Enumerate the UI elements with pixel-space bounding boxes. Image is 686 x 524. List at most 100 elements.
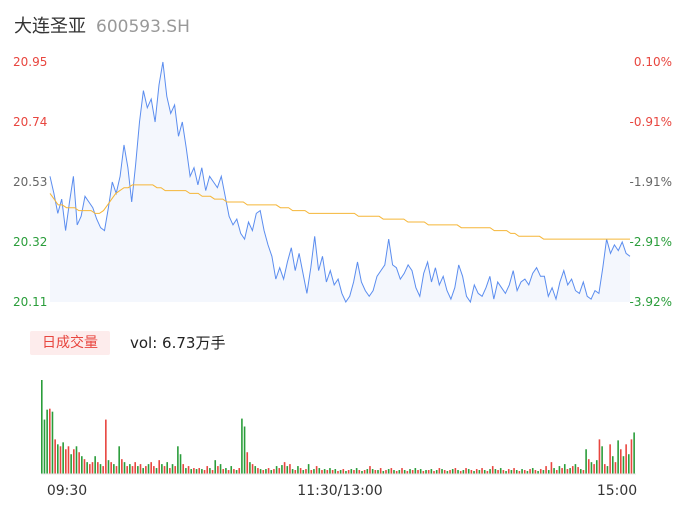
volume-bar bbox=[449, 470, 451, 474]
volume-bar bbox=[121, 459, 123, 474]
volume-bar bbox=[419, 469, 422, 474]
volume-bar bbox=[625, 444, 627, 474]
volume-bar bbox=[563, 464, 566, 474]
volume-bar bbox=[267, 468, 270, 474]
volume-bar bbox=[377, 470, 379, 474]
volume-bar bbox=[299, 468, 302, 474]
volume-bar bbox=[409, 469, 411, 474]
y-tick-left: 20.74 bbox=[13, 115, 47, 129]
volume-bar bbox=[129, 464, 131, 474]
volume-bar bbox=[411, 470, 414, 474]
volume-bar bbox=[97, 462, 99, 474]
volume-bar bbox=[278, 468, 281, 474]
volume-bar bbox=[59, 446, 62, 474]
volume-bar bbox=[294, 470, 297, 474]
volume-bar bbox=[579, 469, 582, 474]
volume-bar bbox=[462, 470, 465, 474]
volume-bar bbox=[342, 469, 345, 474]
volume-bar bbox=[134, 462, 136, 474]
volume-bar bbox=[147, 464, 150, 474]
y-tick-left: 20.11 bbox=[13, 295, 47, 309]
volume-bar bbox=[217, 466, 219, 474]
volume-bar bbox=[523, 470, 526, 474]
volume-bar bbox=[286, 466, 289, 474]
volume-bar bbox=[73, 449, 75, 474]
volume-bar bbox=[374, 470, 377, 474]
volume-bar bbox=[81, 456, 83, 474]
volume-bar bbox=[270, 470, 273, 474]
volume-bar bbox=[371, 469, 374, 474]
price-area bbox=[50, 62, 630, 302]
volume-bar bbox=[422, 471, 425, 474]
volume-bar bbox=[569, 468, 571, 474]
volume-bar bbox=[574, 464, 577, 474]
volume-bar bbox=[593, 464, 595, 474]
y-tick-right: 0.10% bbox=[634, 55, 672, 69]
volume-bar bbox=[257, 468, 259, 474]
volume-bar bbox=[315, 466, 318, 474]
volume-bar bbox=[62, 442, 64, 474]
volume-bar bbox=[275, 466, 278, 474]
volume-bar bbox=[105, 419, 107, 474]
volume-bar bbox=[353, 470, 355, 474]
volume-bar bbox=[235, 470, 238, 474]
volume-bar bbox=[451, 469, 454, 474]
volume-bar bbox=[558, 466, 561, 474]
volume-bar bbox=[115, 466, 118, 474]
volume-bar bbox=[171, 464, 174, 474]
volume-bar bbox=[542, 470, 545, 474]
volume-bar bbox=[281, 465, 283, 474]
volume-bar bbox=[486, 471, 489, 474]
volume-bar bbox=[478, 470, 481, 474]
volume-bar bbox=[363, 470, 366, 474]
volume-bar bbox=[227, 470, 230, 474]
volume-bar bbox=[628, 454, 630, 474]
volume-bar bbox=[339, 470, 342, 474]
volume-bar bbox=[390, 468, 393, 474]
volume-bar bbox=[289, 464, 291, 474]
volume-bar bbox=[387, 469, 390, 474]
volume-bar bbox=[41, 380, 43, 474]
avg-price-line bbox=[49, 184, 630, 240]
volume-bar bbox=[609, 444, 611, 474]
volume-bar bbox=[385, 470, 387, 474]
volume-bar bbox=[614, 462, 617, 474]
volume-bar bbox=[94, 456, 96, 474]
volume-bar bbox=[577, 467, 579, 474]
volume-bar bbox=[633, 432, 635, 474]
y-tick-right: -2.91% bbox=[630, 235, 672, 249]
volume-bar bbox=[91, 462, 94, 474]
volume-bar bbox=[630, 439, 633, 474]
volume-bar bbox=[398, 470, 401, 474]
volume-bar bbox=[547, 470, 550, 474]
volume-bar bbox=[518, 471, 521, 474]
volume-bar bbox=[110, 462, 112, 474]
volume-bar bbox=[83, 459, 86, 474]
volume-bar bbox=[145, 466, 147, 474]
volume-bar bbox=[454, 468, 457, 474]
volume-bar bbox=[161, 464, 163, 474]
y-tick-right: -1.91% bbox=[630, 175, 672, 189]
volume-bar bbox=[435, 470, 438, 474]
volume-bar bbox=[331, 470, 334, 474]
volume-bar bbox=[329, 468, 331, 474]
volume-bar bbox=[401, 468, 403, 474]
tab-daily-volume[interactable]: 日成交量 bbox=[30, 331, 110, 355]
volume-bar bbox=[347, 470, 350, 474]
volume-bar bbox=[265, 469, 267, 474]
volume-bar bbox=[483, 470, 486, 474]
volume-bar bbox=[198, 468, 201, 474]
volume-bar bbox=[142, 468, 144, 474]
volume-bar bbox=[65, 449, 67, 474]
volume-bar bbox=[273, 469, 275, 474]
volume-bar bbox=[313, 469, 315, 474]
volume-bar bbox=[515, 470, 518, 474]
volume-bar bbox=[307, 464, 310, 474]
volume-bar bbox=[582, 470, 585, 474]
volume-bar bbox=[150, 462, 152, 474]
volume-bar bbox=[89, 464, 91, 474]
volume-bar bbox=[254, 466, 257, 474]
volume-bar bbox=[291, 469, 294, 474]
volume-bar bbox=[513, 468, 515, 474]
volume-bar bbox=[310, 470, 313, 474]
